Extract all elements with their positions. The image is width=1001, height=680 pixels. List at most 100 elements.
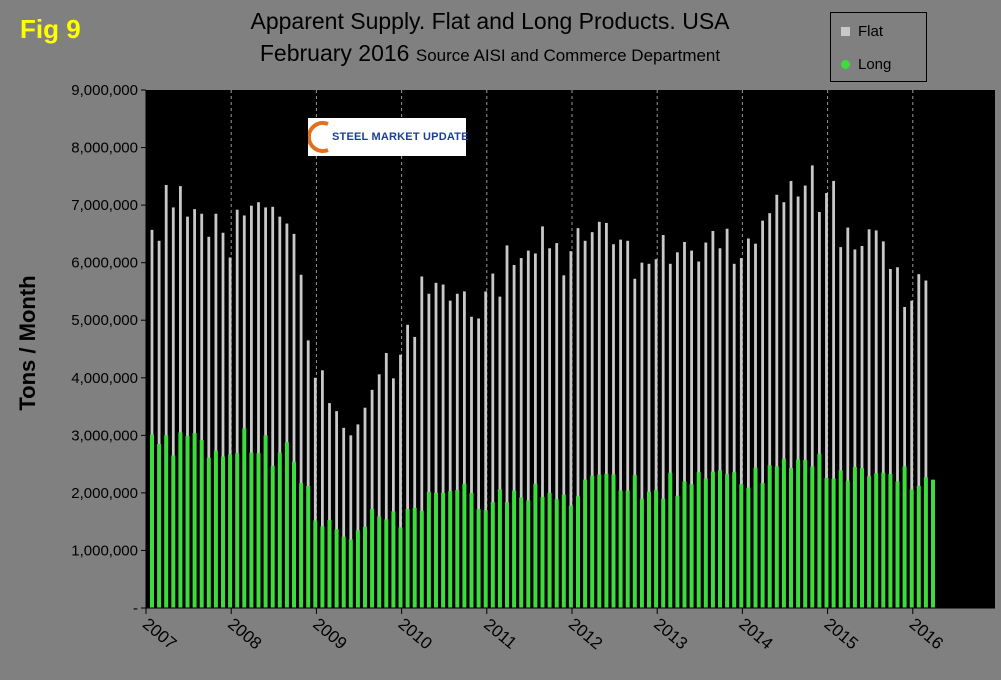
bar-long [363, 526, 367, 608]
bar-flat [789, 180, 793, 608]
bar-flat [718, 248, 722, 608]
bar-long [803, 460, 808, 608]
bar-long [249, 452, 254, 608]
bar-flat [761, 220, 764, 608]
bar-long [661, 498, 666, 608]
chart-subtitle: February 2016 Source AISI and Commerce D… [190, 40, 790, 67]
bar-long [405, 509, 410, 608]
bar-long [668, 472, 673, 608]
bar-flat [292, 233, 296, 608]
bar-flat [356, 424, 360, 608]
bar-flat [526, 250, 530, 608]
bar-long [412, 507, 417, 608]
bar-long [313, 520, 318, 608]
bar-long [597, 474, 602, 608]
bar-long [192, 433, 197, 608]
bar-flat [825, 193, 828, 608]
bar-long [235, 453, 240, 608]
bar-flat [647, 263, 651, 608]
bar-long [710, 471, 715, 608]
x-tick-label: 2014 [735, 614, 776, 653]
bar-long [916, 485, 921, 608]
bar-long [909, 489, 914, 608]
bar-long [867, 476, 872, 608]
bar-flat [924, 280, 928, 608]
bar-long [185, 435, 190, 608]
bar-long [739, 484, 744, 608]
legend-swatch-long [841, 60, 850, 69]
bar-flat [392, 378, 395, 608]
bar-flat [193, 209, 196, 608]
bar-long [767, 465, 772, 608]
bar-flat [278, 216, 282, 608]
bar-flat [186, 216, 189, 608]
bar-long [639, 498, 644, 608]
x-tick-label: 2013 [650, 614, 691, 653]
bar-long [881, 472, 886, 608]
legend-label-flat: Flat [858, 23, 884, 40]
bar-long [618, 490, 623, 608]
y-tick-label: - [133, 600, 138, 617]
bar-long [334, 529, 339, 608]
bar-flat [576, 228, 580, 608]
bar-flat [328, 403, 331, 608]
bar-long [327, 519, 332, 608]
x-tick-label: 2010 [395, 614, 436, 653]
bar-flat [406, 324, 409, 608]
bar-long [292, 461, 296, 608]
bar-long [434, 492, 438, 608]
bar-long [178, 432, 183, 608]
bar-flat [399, 354, 402, 608]
bar-flat [164, 184, 168, 608]
figure-label: Fig 9 [20, 14, 81, 44]
bar-flat [796, 196, 800, 608]
bar-long [611, 474, 616, 608]
bar-long [448, 491, 453, 608]
bar-long [221, 456, 225, 608]
bar-flat [853, 249, 857, 608]
bar-flat [768, 213, 772, 608]
bar-flat [839, 247, 843, 609]
bar-long [824, 477, 829, 608]
bar-long [632, 475, 637, 608]
bar-flat [754, 243, 757, 608]
legend-item-long: Long [841, 56, 891, 73]
bar-flat [505, 245, 509, 608]
bar-flat [889, 268, 892, 608]
y-tick-label: 6,000,000 [71, 255, 138, 272]
bar-flat [704, 242, 708, 608]
bar-long [874, 473, 879, 608]
chart-title: Apparent Supply. Flat and Long Products.… [250, 8, 730, 34]
bar-long [583, 479, 588, 608]
bar-flat [335, 411, 338, 608]
bar-long [746, 487, 751, 608]
bar-flat [306, 340, 310, 608]
bar-flat [157, 240, 161, 608]
bar-flat [420, 276, 424, 608]
bar-long [228, 454, 233, 608]
bar-long [689, 484, 694, 608]
steel-market-update-logo: STEEL MARKET UPDATE [308, 118, 469, 156]
bar-flat [590, 232, 594, 608]
bar-long [647, 491, 651, 608]
bar-long [164, 435, 169, 608]
logo-text: STEEL MARKET UPDATE [332, 131, 469, 143]
bar-flat [313, 377, 317, 608]
bar-flat [257, 202, 260, 608]
bar-long [277, 452, 282, 608]
y-tick-label: 1,000,000 [71, 542, 138, 559]
bar-flat [910, 300, 914, 608]
bar-long [732, 472, 737, 608]
bar-flat [342, 427, 346, 608]
bar-long [810, 466, 815, 608]
bar-long [370, 509, 375, 608]
bar-long [845, 480, 850, 608]
x-tick-label: 2015 [821, 614, 862, 653]
bar-flat [739, 258, 743, 608]
bar-flat [214, 213, 218, 608]
bar-flat [810, 165, 814, 609]
bar-flat [626, 240, 630, 608]
subtitle-date: February 2016 [259, 40, 410, 66]
bar-flat [562, 275, 566, 608]
bar-flat [512, 264, 516, 608]
